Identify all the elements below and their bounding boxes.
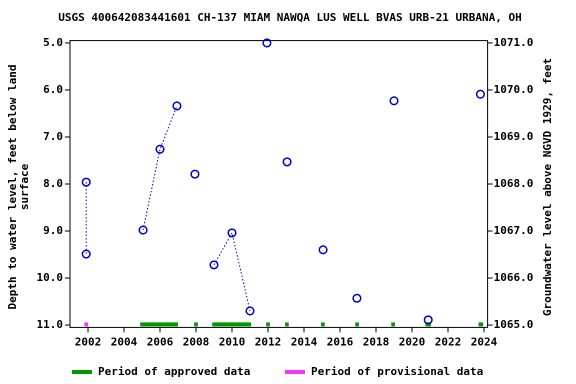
data-point: [475, 89, 485, 99]
y-axis-label: surface: [18, 163, 31, 210]
x-tick-label: 2008: [183, 335, 210, 348]
series-line: [213, 231, 251, 312]
x-tick-label: 2002: [75, 335, 102, 348]
legend-label: Period of approved data: [98, 365, 250, 378]
y-tick-label: 8.0: [43, 177, 63, 190]
y-tick-label: 5.0: [43, 36, 63, 49]
data-point: [172, 101, 182, 111]
data-point: [155, 144, 165, 154]
y2-tick-label: 1066.0: [494, 271, 534, 284]
series-line: [142, 105, 178, 231]
period-bar: [391, 322, 395, 327]
y2-axis-label: Groundwater level above NGVD 1929, feet: [541, 58, 554, 316]
period-bar: [478, 322, 484, 327]
x-tick-label: 2012: [255, 335, 282, 348]
y2-tick-label: 1067.0: [494, 224, 534, 237]
x-tick-label: 2010: [219, 335, 246, 348]
y-axis-label: Depth to water level, feet below land: [6, 64, 19, 309]
y-tick-label: 9.0: [43, 224, 63, 237]
y2-tick-label: 1070.0: [494, 83, 534, 96]
y-tick-label: 10.0: [37, 271, 64, 284]
x-tick-label: 2024: [471, 335, 498, 348]
y2-tick-label: 1068.0: [494, 177, 534, 190]
period-bar: [194, 322, 198, 327]
x-tick-label: 2006: [147, 335, 174, 348]
y2-tick-label: 1065.0: [494, 318, 534, 331]
legend-label: Period of provisional data: [311, 365, 483, 378]
x-tick-label: 2004: [111, 335, 138, 348]
plot-frame: [69, 40, 489, 328]
period-bar: [84, 322, 88, 327]
y2-tick-label: 1071.0: [494, 36, 534, 49]
data-point: [245, 306, 255, 316]
data-point: [423, 315, 433, 325]
chart-title: USGS 400642083441601 CH-137 MIAM NAWQA L…: [58, 11, 522, 24]
period-bar: [212, 322, 252, 327]
y-tick-label: 11.0: [37, 318, 64, 331]
data-point: [262, 38, 272, 48]
y2-tick-label: 1069.0: [494, 130, 534, 143]
x-tick-label: 2020: [399, 335, 426, 348]
x-tick-label: 2022: [435, 335, 462, 348]
y-tick-label: 6.0: [43, 83, 63, 96]
y-tick-label: 7.0: [43, 130, 63, 143]
x-tick-label: 2018: [363, 335, 390, 348]
period-bar: [321, 322, 325, 327]
x-tick-label: 2016: [327, 335, 354, 348]
data-point: [282, 157, 292, 167]
data-point: [81, 249, 91, 259]
period-bar: [285, 322, 289, 327]
data-point: [209, 260, 219, 270]
period-bar: [355, 322, 359, 327]
data-point: [352, 293, 362, 303]
data-point: [81, 177, 91, 187]
data-point: [138, 225, 148, 235]
period-bar: [140, 322, 178, 327]
period-bar: [266, 322, 270, 327]
data-point: [227, 228, 237, 238]
data-point: [389, 96, 399, 106]
data-point: [190, 169, 200, 179]
data-point: [318, 245, 328, 255]
x-tick-label: 2014: [291, 335, 318, 348]
